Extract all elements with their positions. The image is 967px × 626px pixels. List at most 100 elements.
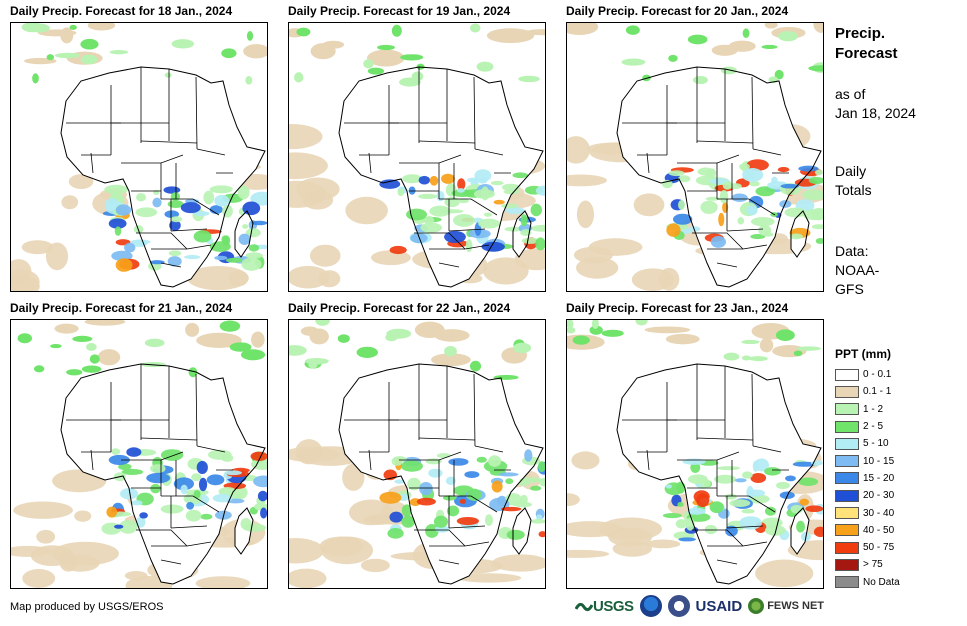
precip-cell xyxy=(221,235,229,244)
madagascar-coastline xyxy=(234,507,254,555)
precip-cell xyxy=(793,350,803,357)
precip-cell xyxy=(441,173,455,184)
legend-swatch xyxy=(835,541,859,554)
precip-cell xyxy=(139,512,148,519)
precip-cell xyxy=(406,208,427,221)
precip-cell xyxy=(46,54,55,61)
precip-cell xyxy=(503,189,520,195)
precip-cell xyxy=(512,172,529,179)
precip-area xyxy=(84,320,126,326)
precip-area xyxy=(514,248,545,271)
coastline xyxy=(338,363,544,585)
precip-cell xyxy=(456,516,479,526)
precip-cell xyxy=(764,232,774,237)
legend-label: 1 - 2 xyxy=(863,403,884,415)
precip-cell xyxy=(153,189,160,195)
precip-cell xyxy=(687,34,708,45)
precip-cell xyxy=(748,356,768,362)
precip-cell xyxy=(185,509,202,522)
usaid-logo: USAID xyxy=(696,598,743,615)
country-border xyxy=(448,525,486,529)
precip-cell xyxy=(257,490,267,502)
madagascar-coastline xyxy=(512,210,532,258)
precip-cell xyxy=(710,235,727,248)
legend-item: 1 - 2 xyxy=(835,401,900,418)
madagascar-coastline xyxy=(790,507,810,555)
precip-cell xyxy=(518,481,530,486)
precip-area xyxy=(772,344,807,358)
precip-cell xyxy=(672,213,693,225)
precip-area xyxy=(567,23,599,35)
precip-cell xyxy=(535,237,545,251)
precip-cell xyxy=(200,513,213,520)
country-border xyxy=(368,152,372,174)
precip-area xyxy=(30,545,74,566)
precip-map xyxy=(288,319,546,589)
precip-cell xyxy=(535,185,545,196)
panel-title: Daily Precip. Forecast for 20 Jan., 2024 xyxy=(566,4,789,18)
precip-cell xyxy=(401,504,412,517)
precip-cell xyxy=(391,456,403,466)
precip-area xyxy=(289,180,327,208)
precip-area xyxy=(658,267,680,291)
precip-cell xyxy=(294,72,304,83)
precip-cell xyxy=(418,175,431,185)
precip-cell xyxy=(428,468,443,478)
precip-area xyxy=(251,331,265,348)
precip-area xyxy=(759,338,774,353)
precip-cell xyxy=(666,223,681,237)
precip-cell xyxy=(737,217,745,225)
precip-cell xyxy=(394,479,405,484)
precip-cell xyxy=(130,239,151,245)
precip-cell xyxy=(163,186,181,194)
precip-cell xyxy=(260,507,267,519)
country-borders xyxy=(622,67,789,268)
legend-swatch xyxy=(835,576,859,589)
precip-cell xyxy=(144,338,165,348)
precip-area xyxy=(185,322,200,337)
coastline xyxy=(338,66,544,288)
precip-area xyxy=(491,554,545,572)
precip-cell xyxy=(739,163,750,171)
precip-cell xyxy=(170,192,181,201)
country-border xyxy=(170,525,208,529)
country-border xyxy=(448,228,486,232)
precip-cell xyxy=(567,320,574,329)
precip-cell xyxy=(755,186,775,197)
country-border xyxy=(692,529,744,547)
precip-cell xyxy=(741,339,760,345)
precip-cell xyxy=(742,168,764,182)
legend-label: 5 - 10 xyxy=(863,438,889,450)
country-border xyxy=(136,232,188,250)
precip-cell xyxy=(379,179,401,189)
precip-map xyxy=(10,22,268,292)
precip-cell xyxy=(465,239,473,253)
precip-cell xyxy=(474,169,492,182)
precip-map xyxy=(10,319,268,589)
legend-swatch xyxy=(835,455,859,468)
precip-cell xyxy=(389,245,407,255)
precip-area xyxy=(525,29,545,36)
precip-cell xyxy=(723,352,740,361)
country-border xyxy=(716,262,738,268)
legend-label: 20 - 30 xyxy=(863,490,895,502)
precip-cell xyxy=(377,44,395,51)
precip-cell xyxy=(237,185,250,200)
precip-cell xyxy=(798,477,819,486)
asof-label: as of xyxy=(835,86,866,102)
precip-area xyxy=(633,193,665,217)
country-border xyxy=(646,152,650,174)
precip-cell xyxy=(464,471,480,479)
country-border xyxy=(161,198,220,216)
country-border xyxy=(646,449,650,471)
precip-cell xyxy=(473,189,495,199)
country-border xyxy=(751,373,754,447)
partner-logos: USGS USAID FEWS NET xyxy=(575,595,824,617)
precip-cell xyxy=(506,529,525,540)
precip-area xyxy=(22,568,56,588)
precip-cell xyxy=(456,188,465,193)
precip-cell xyxy=(536,514,543,521)
country-borders xyxy=(344,364,511,565)
precip-cell xyxy=(397,188,405,197)
precip-cell xyxy=(752,460,759,472)
